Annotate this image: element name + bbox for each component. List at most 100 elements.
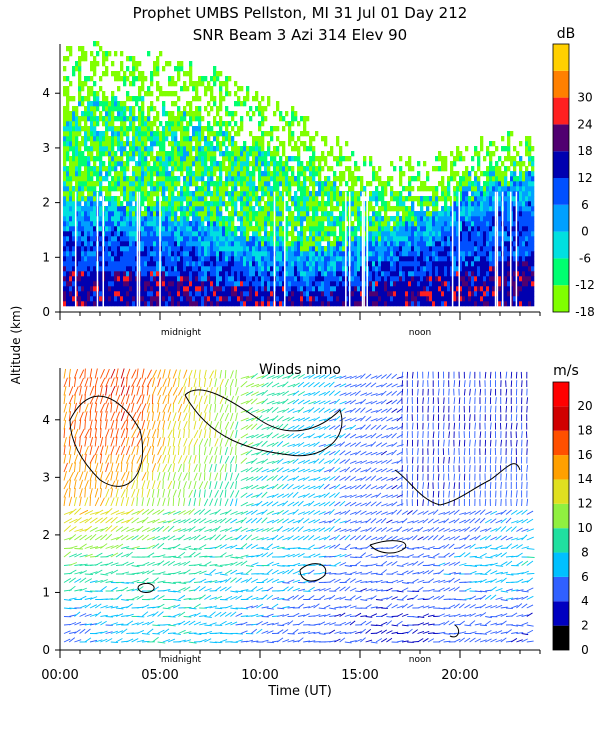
snr-cell [489,266,493,272]
snr-cell [480,276,484,282]
snr-cell [330,206,334,212]
snr-cell [312,161,316,167]
snr-cell [246,251,250,257]
snr-cell [468,186,472,192]
snr-cell [438,296,442,302]
snr-cell [315,256,319,262]
snr-cell [321,206,325,212]
snr-cell [225,106,229,112]
snr-cell [150,171,154,177]
snr-cell [465,281,469,287]
snr-cell [393,216,397,222]
snr-cell [126,161,130,167]
snr-cell [213,276,217,282]
snr-cell [357,191,361,197]
snr-cell [210,131,214,137]
snr-cell [459,156,463,162]
snr-cell [114,126,118,132]
snr-cell [228,91,232,97]
snr-cell [408,181,412,187]
snr-cell [291,241,295,247]
snr-cell [453,211,457,217]
snr-cell [207,286,211,292]
snr-cell [420,216,424,222]
snr-cell [123,256,127,262]
snr-cell [81,241,85,247]
snr-cell [141,231,145,237]
snr-cell [402,186,406,192]
snr-cell [123,206,127,212]
snr-cell [171,201,175,207]
snr-cell [264,226,268,232]
snr-cell [486,166,490,172]
snr-cell [444,281,448,287]
snr-cell [345,141,349,147]
snr-cell [342,281,346,287]
snr-cell [444,206,448,212]
snr-cell [285,186,289,192]
snr-cell [504,256,508,262]
snr-cell [144,276,148,282]
snr-cell [330,216,334,222]
snr-cell [486,296,490,302]
snr-cell [198,236,202,242]
snr-cell [222,261,226,267]
snr-cell [156,166,160,172]
snr-cell [264,301,268,307]
snr-cell [264,261,268,267]
snr-cell [372,166,376,172]
snr-cell [276,161,280,167]
snr-cell [402,216,406,222]
snr-cell [150,146,154,152]
snr-cell [105,141,109,147]
snr-cell [63,221,67,227]
snr-cell [231,216,235,222]
snr-cell [333,251,337,257]
snr-cell [69,181,73,187]
snr-cell [108,181,112,187]
snr-cell [423,291,427,297]
snr-cell [309,281,313,287]
snr-cell [75,181,79,187]
snr-cell [372,241,376,247]
snr-cell [351,191,355,197]
snr-cell [99,116,103,122]
snr-cell [387,176,391,182]
snr-cell [204,271,208,277]
snr-cell [189,206,193,212]
snr-cell [141,76,145,82]
snr-cell [228,141,232,147]
snr-cell [171,76,175,82]
snr-cell [453,271,457,277]
snr-cell [483,191,487,197]
snr-cell [213,146,217,152]
snr-cell [354,176,358,182]
snr-cell [405,251,409,257]
snr-cell [429,231,433,237]
snr-cell [267,256,271,262]
snr-cell [105,171,109,177]
snr-cell [90,136,94,142]
snr-cell [303,126,307,132]
snr-cell [144,91,148,97]
snr-cell [270,281,274,287]
snr-cell [270,201,274,207]
snr-cell [201,301,205,307]
snr-cell [90,186,94,192]
snr-cell [99,291,103,297]
snr-cell [411,286,415,292]
snr-cell [258,211,262,217]
snr-cell [180,61,184,67]
snr-cell [66,91,70,97]
snr-cell [450,246,454,252]
snr-cell [141,121,145,127]
snr-cell [312,196,316,202]
snr-cell [294,241,298,247]
snr-cell [129,216,133,222]
snr-cell [153,121,157,127]
snr-cell [75,141,79,147]
snr-cell [129,201,133,207]
snr-cell [294,201,298,207]
snr-cell [111,206,115,212]
snr-cell [303,196,307,202]
